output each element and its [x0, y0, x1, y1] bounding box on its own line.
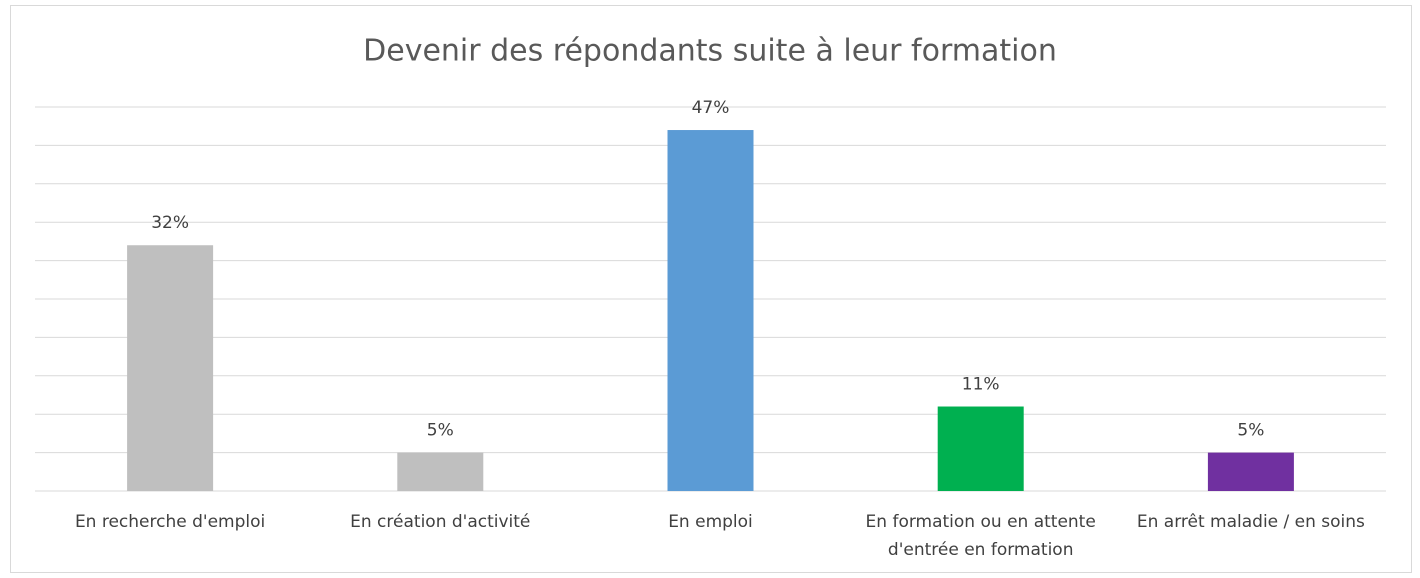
value-label: 5% — [1237, 421, 1264, 441]
value-label: 32% — [151, 213, 189, 233]
x-tick-label: En emploi — [668, 512, 753, 532]
x-tick-label: En création d'activité — [350, 512, 531, 532]
bar — [127, 245, 214, 491]
x-tick-label: En recherche d'emploi — [74, 512, 266, 532]
value-label: 47% — [692, 98, 730, 118]
bar — [937, 406, 1024, 491]
value-label: 5% — [427, 421, 454, 441]
x-tick-label: En formation ou en attente d'entrée en f… — [865, 512, 1096, 560]
bar — [1207, 452, 1294, 491]
bar — [667, 130, 754, 492]
chart-title: Devenir des répondants suite à leur form… — [363, 34, 1057, 69]
x-tick-label: En arrêt maladie / en soins — [1136, 512, 1365, 532]
bar — [397, 452, 484, 491]
value-label: 11% — [962, 375, 1000, 395]
